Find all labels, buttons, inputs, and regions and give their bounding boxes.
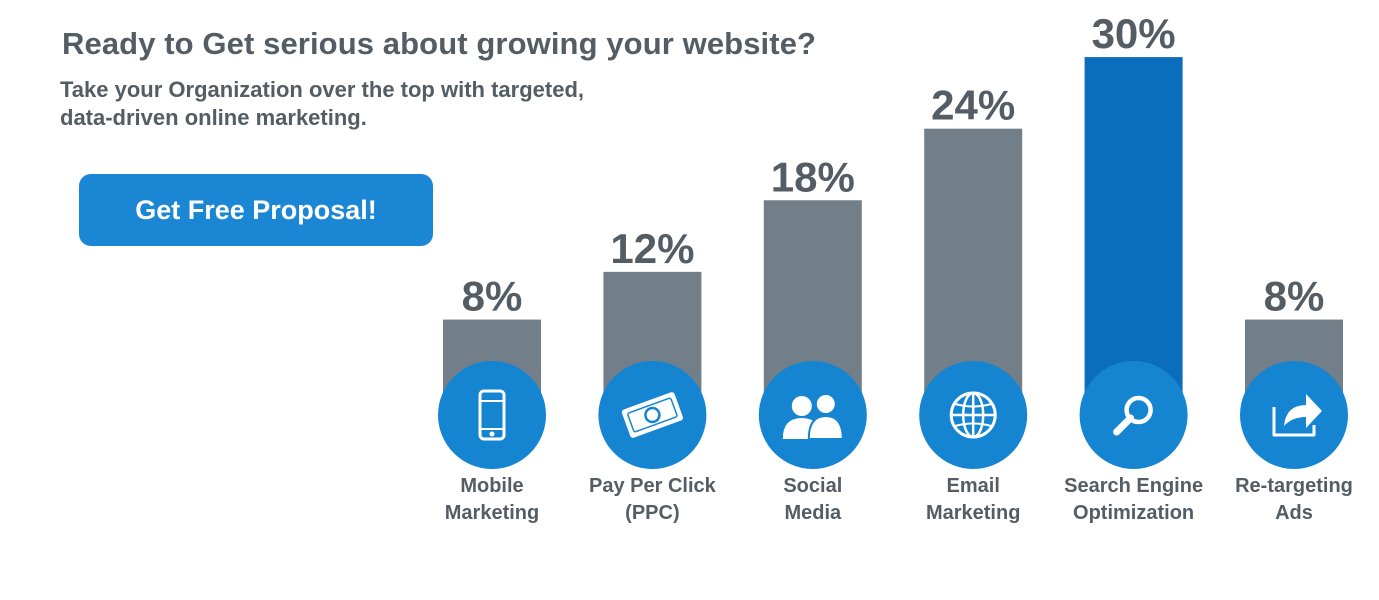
share-arrow-icon [1240, 361, 1348, 469]
value-label-search-engine-optimization: 30% [1092, 10, 1176, 57]
category-label-re-targeting-ads: Re-targeting Ads [1235, 475, 1353, 524]
globe-icon [919, 361, 1028, 469]
page-subtitle: Take your Organization over the top with… [60, 76, 584, 132]
category-label-email-marketing: Email Marketing [926, 475, 1020, 524]
category-label-social-media: Social Media [783, 475, 842, 524]
bar-search-engine-optimization [1084, 57, 1183, 415]
mobile-phone-icon [438, 361, 546, 469]
category-label-pay-per-click-ppc: Pay Per Click (PPC) [589, 475, 717, 524]
page-title: Ready to Get serious about growing your … [62, 26, 817, 61]
value-label-email-marketing: 24% [931, 82, 1015, 129]
value-label-social-media: 18% [771, 153, 855, 200]
subtitle-line-2: data-driven online marketing. [60, 105, 367, 130]
value-label-mobile-marketing: 8% [462, 273, 523, 320]
magnifier-icon [1079, 361, 1188, 469]
people-icon [758, 361, 867, 469]
category-label-mobile-marketing: Mobile Marketing [445, 475, 539, 524]
dollar-bill-icon [598, 361, 707, 469]
value-label-re-targeting-ads: 8% [1264, 273, 1325, 320]
get-free-proposal-button[interactable]: Get Free Proposal! [79, 174, 433, 246]
category-label-search-engine-optimization: Search Engine Optimization [1064, 475, 1203, 524]
value-label-pay-per-click-ppc: 12% [610, 225, 694, 272]
subtitle-line-1: Take your Organization over the top with… [60, 77, 584, 102]
